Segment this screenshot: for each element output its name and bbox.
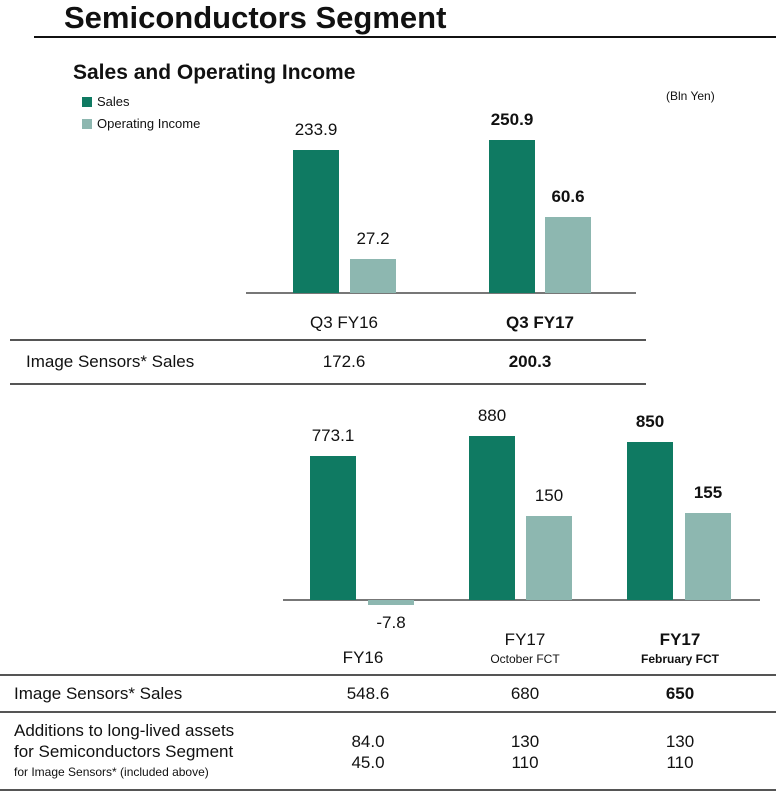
cell: 110 [666,753,694,772]
cell: 45.0 [351,753,385,772]
row-label: Image Sensors* Sales [14,684,183,703]
cell: 110 [511,753,539,772]
cell: 650 [665,684,695,703]
data-label: -7.8 [376,613,406,632]
legend-swatch-operating-income [82,119,92,129]
data-label: 27.2 [356,229,390,248]
bar-operating-income [350,259,396,293]
category-label: FY17 [659,630,701,649]
row-sublabel: for Image Sensors* (included above) [14,765,209,779]
category-label: FY17 [504,630,546,649]
category-sublabel: February FCT [640,652,720,666]
chart1-axis [246,292,636,294]
bar-operating-income [545,217,591,293]
bar-sales [310,456,356,600]
chart-subtitle: Sales and Operating Income [73,61,356,84]
data-label: 233.9 [294,120,338,140]
data-label: 60.6 [551,187,585,207]
unit-label: (Bln Yen) [666,89,715,103]
bar-operating-income [368,600,414,605]
data-label: 850 [635,411,665,431]
data-label: 880 [477,406,507,426]
divider [0,674,776,676]
bar-sales [627,441,673,600]
legend-label-operating-income: Operating Income [97,116,201,131]
bar-operating-income [685,513,731,600]
divider [0,711,776,713]
row-label: for Semiconductors Segment [14,742,234,761]
data-label: 155 [693,483,723,503]
row-label: Image Sensors* Sales [26,352,195,371]
bar-sales [293,150,339,293]
divider [0,789,776,791]
cell: 130 [510,732,540,751]
legend-swatch-sales [82,97,92,107]
legend-label-sales: Sales [97,94,130,109]
data-label: 150 [534,486,564,505]
cell: 200.3 [508,352,552,371]
cell: 172.6 [322,352,366,371]
category-label: Q3 FY17 [505,313,575,332]
cell: 548.6 [346,684,390,703]
cell: 680 [510,684,540,703]
cell: 130 [665,732,695,751]
data-label: 250.9 [490,109,534,129]
category-label: Q3 FY16 [309,313,379,332]
category-sublabel: October FCT [490,652,560,666]
chart2-axis [283,599,760,601]
bar-sales [489,139,535,293]
page-title: Semiconductors Segment [64,0,447,35]
bar-sales [469,436,515,600]
title-underline [34,36,776,38]
data-label: 773.1 [311,426,355,446]
category-label: FY16 [342,648,384,667]
divider [10,383,646,385]
row-label: Additions to long-lived assets [14,721,235,740]
cell: 84.0 [351,732,385,751]
divider [10,339,646,341]
bar-operating-income [526,516,572,600]
